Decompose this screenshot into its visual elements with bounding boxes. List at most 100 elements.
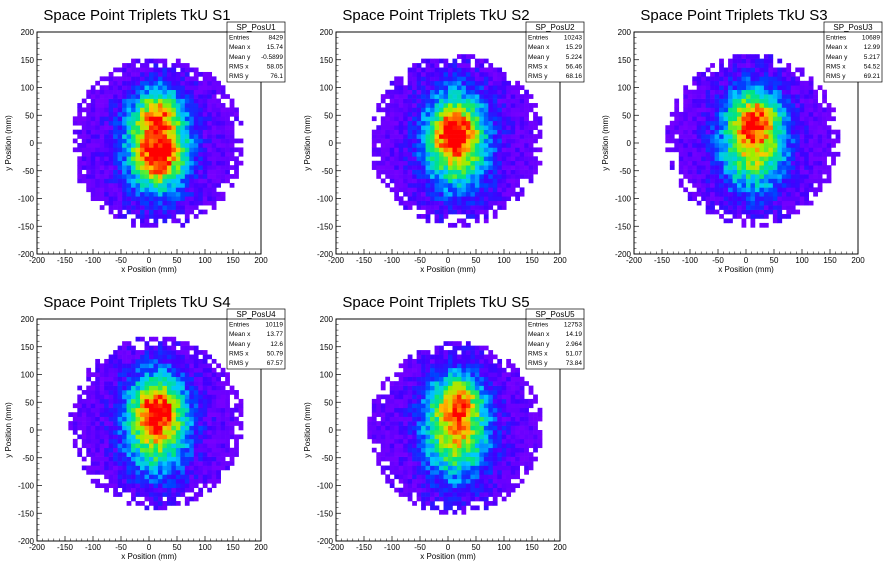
heatmap-bin: [394, 394, 400, 400]
heatmap-bin: [99, 160, 105, 166]
heatmap-bin: [714, 98, 720, 104]
heatmap-bin: [157, 71, 163, 77]
heatmap-bin: [162, 63, 168, 68]
heatmap-bin: [157, 94, 163, 99]
heatmap-bin: [799, 98, 805, 104]
heatmap-bin: [193, 403, 199, 409]
heatmap-bin: [229, 182, 235, 188]
heatmap-bin: [772, 209, 778, 215]
heatmap-bin: [687, 191, 693, 197]
heatmap-bin: [122, 174, 127, 179]
heatmap-bin: [398, 120, 404, 126]
heatmap-bin: [692, 80, 698, 86]
heatmap-bin: [421, 138, 426, 144]
heatmap-bin: [153, 350, 159, 355]
heatmap-bin: [398, 134, 404, 139]
heatmap-bin: [171, 336, 177, 342]
heatmap-bin: [515, 182, 520, 188]
heatmap-bin: [510, 160, 516, 166]
heatmap-bin: [113, 178, 118, 184]
heatmap-bin: [171, 178, 177, 184]
heatmap-bin: [808, 125, 814, 130]
heatmap-bin: [723, 151, 729, 157]
heatmap-bin: [750, 94, 756, 99]
heatmap-bin: [207, 403, 213, 409]
heatmap-bin: [430, 143, 435, 148]
heatmap-bin: [790, 129, 796, 135]
heatmap-bin: [461, 151, 467, 157]
heatmap-bin: [746, 94, 751, 99]
heatmap-bin: [434, 214, 440, 219]
heatmap-bin: [225, 151, 230, 157]
heatmap-bin: [723, 205, 729, 210]
x-tick-label: 0: [147, 256, 152, 265]
heatmap-bin: [728, 178, 733, 184]
heatmap-bin: [198, 89, 204, 95]
heatmap-bin: [786, 103, 792, 108]
heatmap-bin: [104, 200, 109, 206]
heatmap-bin: [692, 76, 698, 82]
heatmap-bin: [162, 385, 168, 391]
heatmap-bin: [461, 160, 467, 166]
heatmap-bin: [108, 398, 114, 404]
heatmap-bin: [171, 89, 177, 95]
heatmap-bin: [166, 80, 172, 86]
heatmap-bin: [750, 143, 756, 148]
heatmap-bin: [131, 358, 136, 364]
heatmap-bin: [497, 134, 503, 139]
heatmap-bin: [394, 147, 400, 153]
stats-key: Mean y: [826, 54, 848, 61]
heatmap-bin: [723, 94, 729, 99]
heatmap-bin: [198, 465, 204, 471]
heatmap-bin: [808, 147, 814, 153]
heatmap-bin: [166, 376, 172, 382]
heatmap-bin: [175, 182, 181, 188]
heatmap-bin: [380, 125, 386, 130]
heatmap-bin: [452, 165, 458, 170]
heatmap-bin: [394, 487, 400, 493]
heatmap-bin: [754, 143, 760, 148]
heatmap-bin: [225, 438, 230, 444]
heatmap-bin: [90, 385, 96, 391]
heatmap-bin: [701, 151, 706, 157]
heatmap-bin: [113, 376, 118, 382]
heatmap-bin: [220, 169, 226, 175]
heatmap-bin: [122, 465, 127, 471]
heatmap-bin: [737, 76, 742, 82]
heatmap-bin: [198, 416, 204, 422]
heatmap-bin: [754, 129, 760, 135]
heatmap-bin: [510, 174, 516, 179]
heatmap-bin: [795, 165, 801, 170]
heatmap-bin: [434, 103, 440, 108]
heatmap-bin: [153, 71, 159, 77]
heatmap-bin: [456, 80, 462, 86]
heatmap-bin: [394, 372, 400, 378]
heatmap-bin: [389, 98, 395, 104]
heatmap-bin: [452, 222, 458, 228]
x-tick-label: -100: [682, 256, 699, 265]
y-tick-label: 200: [618, 28, 632, 37]
heatmap-bin: [149, 116, 154, 122]
heatmap-bin: [95, 358, 101, 364]
heatmap-bin: [95, 421, 101, 426]
heatmap-bin: [822, 134, 827, 139]
heatmap-bin: [90, 129, 96, 135]
heatmap-bin: [421, 160, 426, 166]
y-tick-label: 150: [21, 343, 35, 352]
heatmap-bin: [229, 138, 235, 144]
heatmap-bin: [207, 367, 213, 373]
heatmap-bin: [189, 182, 195, 188]
heatmap-bin: [216, 363, 221, 369]
heatmap-bin: [425, 76, 431, 82]
heatmap-bin: [687, 129, 693, 135]
heatmap-bin: [817, 125, 823, 130]
heatmap-bin: [113, 200, 118, 206]
heatmap-bin: [166, 447, 172, 453]
heatmap-bin: [234, 434, 239, 440]
heatmap-bin: [175, 138, 181, 144]
heatmap-bin: [750, 205, 756, 210]
heatmap-bin: [140, 85, 145, 91]
heatmap-bin: [198, 487, 204, 493]
heatmap-bin: [678, 151, 684, 157]
heatmap-bin: [193, 151, 199, 157]
